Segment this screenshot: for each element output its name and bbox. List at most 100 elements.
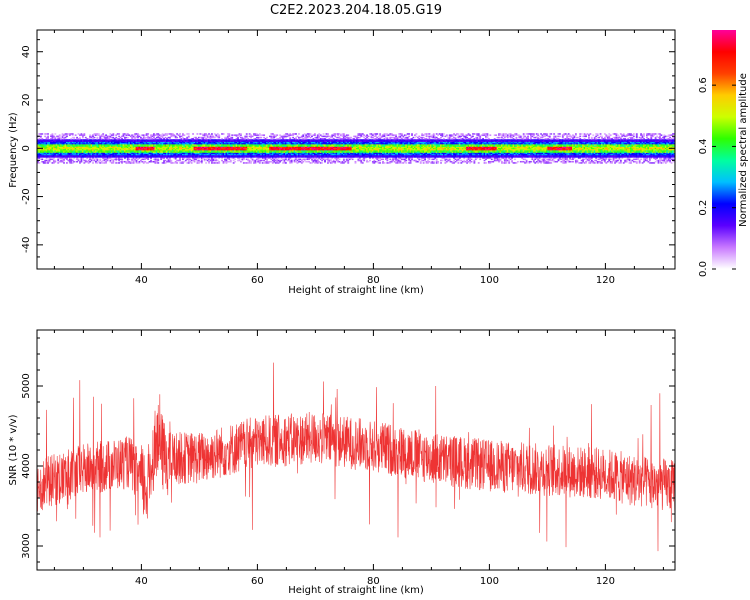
heatmap-cell: [218, 136, 221, 139]
heatmap-cell: [176, 154, 179, 157]
heatmap-cell: [137, 136, 139, 139]
heatmap-cell: [171, 147, 174, 150]
heatmap-cell: [224, 142, 226, 145]
heatmap-cell: [128, 162, 131, 164]
heatmap-cell: [170, 142, 173, 145]
heatmap-cell: [180, 152, 183, 155]
heatmap-cell: [61, 158, 64, 161]
heatmap-cell: [110, 153, 113, 156]
heatmap-cell: [224, 148, 226, 151]
heatmap-cell: [134, 150, 136, 152]
heatmap-cell: [99, 135, 102, 138]
heatmap-cell: [155, 154, 158, 157]
heatmap-cell: [226, 139, 229, 141]
heatmap-cell: [54, 142, 57, 145]
heatmap-cell: [70, 147, 73, 150]
heatmap-cell: [64, 146, 67, 148]
heatmap-cell: [93, 144, 96, 146]
heatmap-cell: [44, 139, 47, 141]
heatmap-cell: [225, 140, 228, 142]
heatmap-cell: [213, 150, 216, 152]
heatmap-cell: [77, 151, 80, 153]
heatmap-cell: [122, 141, 125, 144]
heatmap-cell: [148, 138, 151, 140]
heatmap-cell: [242, 158, 245, 161]
heatmap-cell: [225, 159, 228, 162]
heatmap-cell: [200, 157, 203, 159]
heatmap-cell: [116, 146, 119, 148]
heatmap-cell: [68, 156, 71, 158]
heatmap-cell: [209, 148, 212, 151]
heatmap-cell: [118, 147, 121, 150]
heatmap-cell: [250, 151, 252, 153]
heatmap-cell: [54, 160, 57, 163]
heatmap-cell: [81, 153, 84, 156]
heatmap-cell: [241, 136, 244, 139]
heatmap-cell: [89, 156, 92, 158]
heatmap-cell: [164, 150, 167, 152]
heatmap-cell: [180, 156, 183, 158]
heatmap-cell: [144, 156, 147, 158]
heatmap-cell: [167, 154, 170, 157]
heatmap-cell: [257, 150, 260, 152]
heatmap-cell: [253, 160, 255, 163]
heatmap-cell: [154, 148, 157, 151]
heatmap-cell: [125, 145, 128, 147]
heatmap-cell: [108, 136, 110, 139]
heatmap-cell: [218, 157, 221, 159]
heatmap-cell: [267, 152, 270, 155]
heatmap-cell: [222, 144, 225, 146]
heatmap-cell: [97, 144, 100, 146]
heatmap-cell: [208, 140, 210, 142]
heatmap-cell: [138, 160, 141, 163]
heatmap-cell: [209, 151, 212, 153]
heatmap-cell: [248, 154, 251, 157]
heatmap-cell: [126, 159, 129, 162]
heatmap-cell: [183, 151, 186, 153]
heatmap-cell: [211, 136, 213, 139]
heatmap-cell: [84, 152, 87, 155]
heatmap-cell: [110, 162, 113, 164]
heatmap-cell: [139, 144, 142, 146]
heatmap-cell: [258, 146, 261, 148]
heatmap-cell: [205, 156, 208, 158]
heatmap-cell: [86, 147, 89, 150]
heatmap-cell: [66, 153, 68, 156]
heatmap-cell: [147, 145, 150, 147]
heatmap-cell: [183, 140, 186, 142]
heatmap-cell: [47, 135, 49, 138]
heatmap-cell: [231, 146, 234, 148]
heatmap-cell: [264, 154, 267, 157]
heatmap-cell: [80, 160, 83, 163]
heatmap-cell: [224, 156, 226, 158]
heatmap-cell: [131, 146, 134, 148]
heatmap-cell: [121, 138, 123, 140]
heatmap-cell: [115, 142, 118, 145]
heatmap-cell: [77, 147, 80, 150]
heatmap-cell: [139, 136, 142, 139]
heatmap-cell: [266, 150, 268, 152]
heatmap-cell: [124, 147, 126, 150]
heatmap-cell: [61, 145, 64, 147]
heatmap-cell: [215, 141, 218, 144]
heatmap-cell: [229, 145, 232, 147]
heatmap-cell: [260, 159, 263, 162]
heatmap-cell: [213, 162, 216, 164]
heatmap-cell: [79, 147, 81, 150]
heatmap-cell: [71, 153, 74, 156]
heatmap-cell: [105, 159, 107, 162]
heatmap-cell: [166, 138, 168, 140]
heatmap-cell: [226, 152, 229, 155]
heatmap-cell: [234, 148, 237, 151]
heatmap-cell: [183, 157, 186, 159]
heatmap-cell: [247, 146, 250, 148]
heatmap-cell: [383, 162, 386, 164]
heatmap-cell: [115, 150, 118, 152]
heatmap-cell: [250, 157, 252, 159]
heatmap-cell: [76, 150, 78, 152]
heatmap-cell: [225, 153, 228, 156]
heatmap-cell: [261, 151, 264, 153]
heatmap-cell: [118, 145, 121, 147]
heatmap-cell: [196, 153, 199, 156]
heatmap-cell: [76, 153, 78, 156]
